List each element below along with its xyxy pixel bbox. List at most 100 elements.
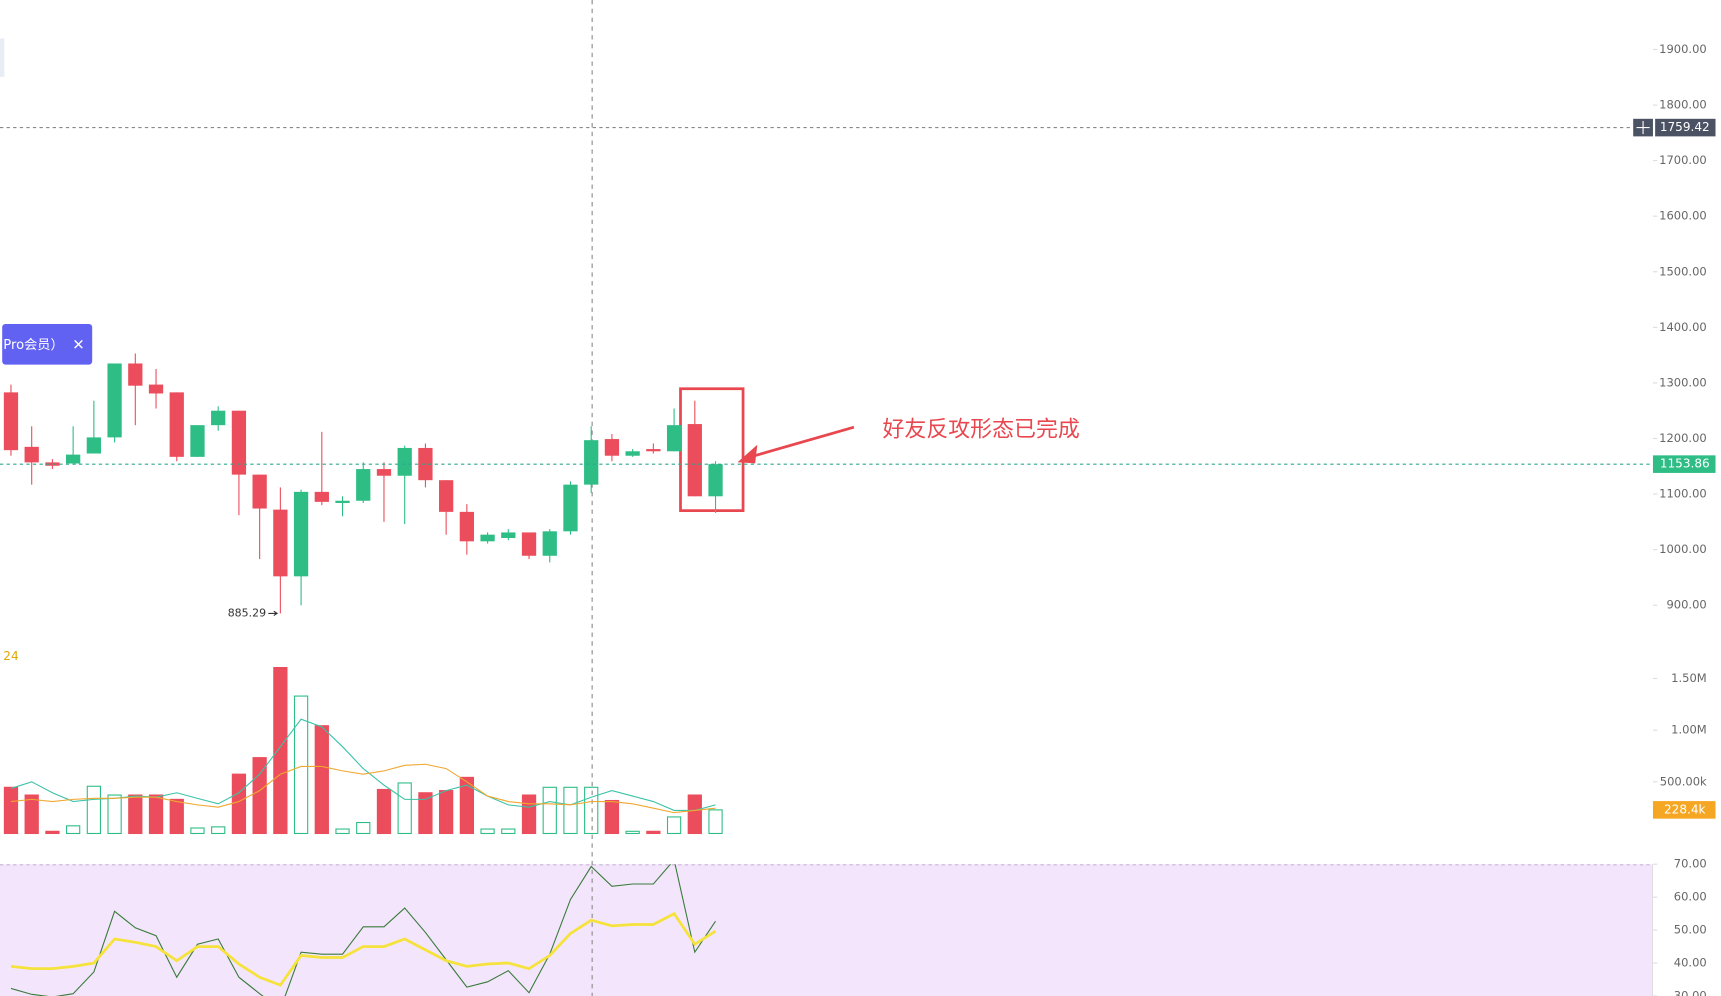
y-tick-label: 1800.00 (1659, 98, 1707, 112)
candle-body (521, 532, 537, 556)
volume-bar (666, 816, 682, 835)
candle-body (24, 446, 39, 463)
candle-body (66, 454, 81, 464)
candle-body (169, 392, 184, 457)
volume-bar (86, 785, 101, 835)
y-tick-label: 1000.00 (1659, 542, 1707, 556)
indicator-line (10, 864, 716, 996)
volume-bar (418, 792, 433, 835)
candle-body (86, 437, 101, 454)
indicator-line (10, 718, 716, 811)
volume-bar (190, 827, 205, 835)
y-tick-label: 1500.00 (1659, 264, 1707, 278)
indicator-label: 24 (3, 649, 18, 663)
candle-body (376, 469, 392, 476)
volume-bar (148, 794, 164, 835)
volume-bar (480, 828, 495, 835)
volume-bar (45, 830, 60, 835)
candle-body (107, 363, 122, 438)
volume-bar (211, 826, 226, 835)
volume-bar (459, 776, 474, 835)
candle-body (45, 462, 60, 466)
volume-bar (231, 773, 247, 835)
candle-body (439, 480, 454, 512)
y-tick-label: 1700.00 (1659, 153, 1707, 167)
current-price-label: 1153.86 (1660, 457, 1710, 471)
candle-body (148, 384, 164, 394)
volume-bar (521, 794, 537, 835)
annotation: 好友反攻形态已完成 (882, 417, 1079, 442)
candle-body (459, 511, 474, 542)
candle-body (356, 469, 371, 501)
indicator-line (10, 763, 716, 814)
y-tick-label: 1.50M (1671, 671, 1707, 685)
y-tick-label: 1200.00 (1659, 431, 1707, 445)
volume-bar (646, 830, 661, 835)
y-tick-label: 1300.00 (1659, 375, 1707, 389)
rsi-pane (0, 864, 1652, 996)
candle-body (335, 500, 350, 503)
indicator-line (10, 911, 717, 987)
volume-bar (687, 794, 702, 835)
volume-bar (563, 786, 578, 835)
candle-body (584, 440, 599, 485)
current-price-box (1652, 455, 1716, 473)
y-tick-label: 900.00 (1666, 598, 1706, 612)
rsi-lines (10, 864, 717, 996)
candle-body (687, 424, 702, 497)
tag-box[interactable] (2, 323, 93, 365)
volume-current-label: 228.4k (1664, 802, 1706, 816)
y-tick-label: 500.00k (1660, 774, 1707, 788)
low-label: 885.29 (228, 606, 266, 619)
volume-bar (3, 786, 19, 835)
y-tick-label: 30.00 (1674, 988, 1707, 996)
volume-bar (273, 667, 288, 835)
candle-body (252, 474, 267, 509)
volume-bar (66, 825, 81, 835)
volume-bar (107, 794, 122, 835)
candle-body (563, 484, 578, 532)
candle-body (480, 534, 495, 542)
price-line-plus-icon (1636, 121, 1650, 135)
volume-bar (604, 799, 620, 835)
volume-bar (625, 830, 640, 835)
volume-bar (252, 757, 267, 835)
low-arrow (268, 610, 279, 617)
price-line-box (1655, 118, 1716, 137)
tag-close[interactable] (74, 339, 83, 349)
candle-body (418, 447, 433, 481)
volume-bar (128, 794, 143, 835)
price-line-label: 1759.42 (1660, 120, 1710, 134)
candle-body (646, 449, 661, 452)
volume-bar (584, 786, 599, 835)
volume-bar (24, 794, 39, 835)
volume-bar (293, 695, 309, 835)
y-tick-label: 1.00M (1671, 723, 1707, 737)
candle-body (273, 509, 288, 577)
candle-body (231, 410, 247, 475)
y-tick-label: 1400.00 (1659, 320, 1707, 334)
volume-bar (708, 809, 723, 835)
tag: Pro会员） (3, 337, 63, 353)
candle-body (3, 392, 19, 451)
candle-body (314, 491, 329, 502)
candle-body (293, 491, 309, 577)
volume-bar (169, 798, 184, 835)
candle-body (128, 363, 143, 386)
y-tick-label: 40.00 (1674, 956, 1707, 970)
y-tick-label: 1600.00 (1659, 209, 1707, 223)
volume-bar (439, 790, 454, 835)
candle-body (708, 464, 723, 497)
candle-body (625, 451, 640, 456)
candle-body (666, 425, 682, 452)
y-tick-label: 70.00 (1674, 857, 1707, 871)
candle-body (604, 439, 620, 456)
volume-bar (356, 821, 371, 835)
candle-body (211, 410, 226, 426)
y-tick-label: 1100.00 (1659, 487, 1707, 501)
left-handle[interactable] (0, 38, 5, 77)
candle-body (397, 447, 412, 476)
y-tick-label: 50.00 (1674, 923, 1707, 937)
